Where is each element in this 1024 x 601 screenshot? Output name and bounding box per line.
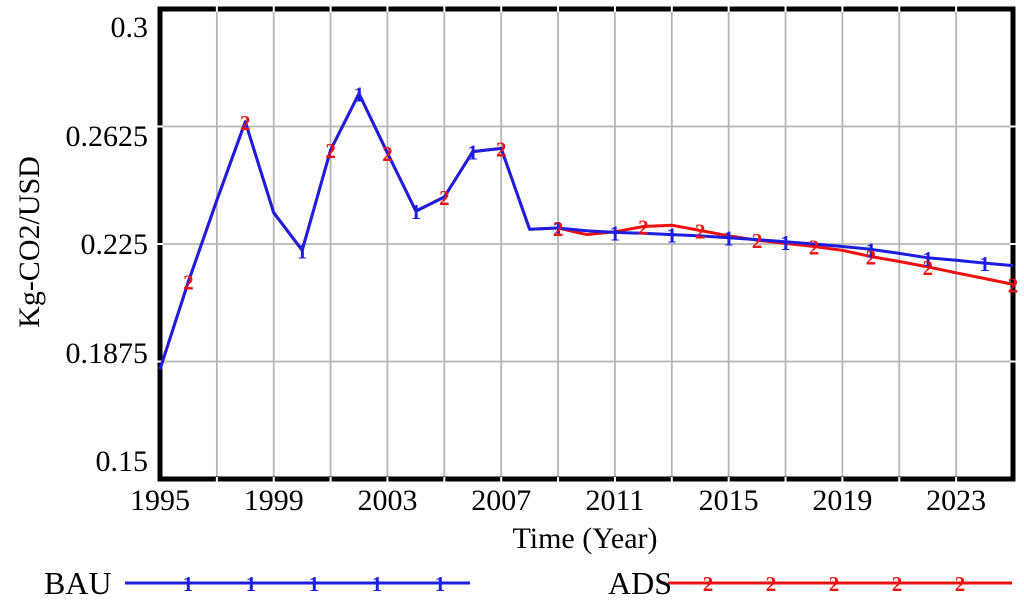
ads-marker: 2 bbox=[809, 236, 820, 260]
x-tick-label: 2023 bbox=[926, 484, 987, 517]
legend-label-bau: BAU bbox=[44, 565, 112, 601]
legend-marker-ads: 2 bbox=[892, 572, 903, 596]
x-tick-label: 1995 bbox=[130, 484, 190, 517]
ads-marker: 2 bbox=[1008, 273, 1019, 297]
ads-marker: 2 bbox=[325, 139, 336, 163]
legend-marker-ads: 2 bbox=[955, 572, 966, 596]
bau-marker: 1 bbox=[610, 221, 621, 245]
legend-label-ads: ADS bbox=[608, 565, 673, 601]
y-tick-label: 0.1875 bbox=[65, 336, 149, 370]
ads-marker: 2 bbox=[695, 220, 706, 244]
bau-marker: 1 bbox=[468, 141, 479, 165]
legend-marker-bau: 1 bbox=[246, 572, 257, 596]
x-tick-label: 1999 bbox=[243, 484, 304, 517]
bau-marker: 1 bbox=[667, 224, 678, 248]
ads-marker: 2 bbox=[866, 246, 877, 270]
legend-marker-bau: 1 bbox=[435, 572, 446, 596]
legend-marker-bau: 1 bbox=[309, 572, 320, 596]
x-tick-label: 2007 bbox=[471, 484, 532, 517]
bau-marker: 1 bbox=[297, 239, 308, 263]
ads-marker: 2 bbox=[183, 271, 194, 295]
bau-marker: 1 bbox=[723, 227, 734, 251]
y-tick-label: 0.3 bbox=[110, 11, 149, 44]
bau-marker: 1 bbox=[411, 200, 422, 224]
y-tick-label: 0.225 bbox=[80, 228, 149, 261]
x-tick-label: 2011 bbox=[585, 484, 645, 517]
x-tick-label: 2019 bbox=[812, 484, 873, 517]
legend-marker-ads: 2 bbox=[766, 572, 777, 596]
bau-marker: 1 bbox=[866, 238, 877, 262]
ads-marker: 2 bbox=[382, 142, 393, 166]
bau-marker: 1 bbox=[354, 83, 365, 107]
ads-marker: 2 bbox=[496, 137, 507, 161]
y-tick-label: 0.15 bbox=[95, 445, 149, 478]
x-tick-label: 2015 bbox=[698, 484, 759, 517]
ads-marker: 2 bbox=[240, 111, 251, 135]
ads-marker: 2 bbox=[638, 215, 649, 239]
bau-marker: 1 bbox=[780, 231, 791, 255]
x-tick-label: 2003 bbox=[357, 484, 418, 517]
legend-marker-ads: 2 bbox=[829, 572, 840, 596]
ads-marker: 2 bbox=[553, 217, 564, 241]
legend-marker-ads: 2 bbox=[703, 572, 714, 596]
y-tick-label: 0.2625 bbox=[65, 119, 149, 153]
legend-marker-bau: 1 bbox=[183, 572, 194, 596]
bau-marker: 1 bbox=[553, 217, 564, 241]
ads-marker: 2 bbox=[922, 256, 933, 280]
x-axis-title: Time (Year) bbox=[512, 522, 658, 555]
bau-marker: 1 bbox=[922, 247, 933, 271]
bau-marker: 1 bbox=[979, 252, 990, 276]
bau-line bbox=[158, 92, 1014, 370]
ads-marker: 2 bbox=[752, 229, 763, 253]
ads-marker: 2 bbox=[439, 186, 450, 210]
legend-marker-bau: 1 bbox=[372, 572, 383, 596]
